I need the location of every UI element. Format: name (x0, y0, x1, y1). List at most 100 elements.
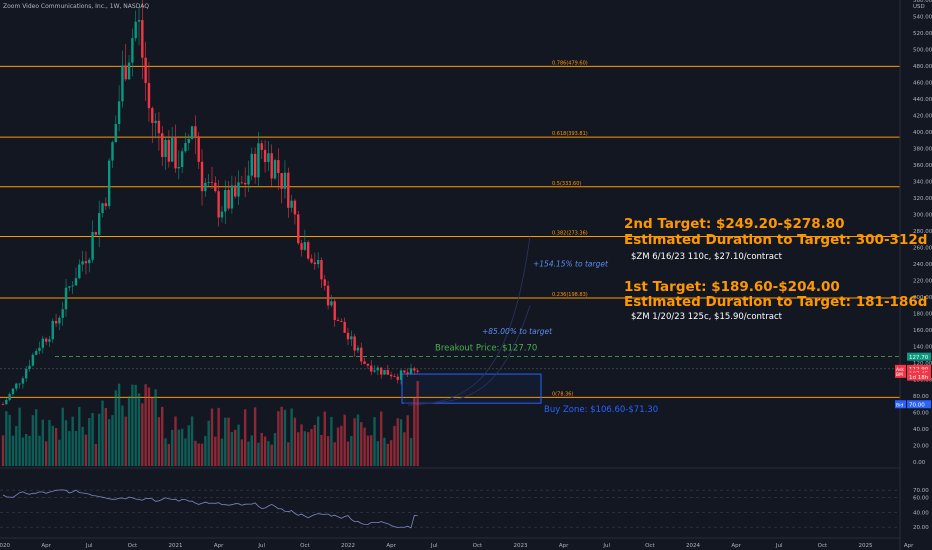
volume-bar (257, 442, 260, 466)
price-axis-tick: 540.00 (913, 15, 932, 21)
candle-body (81, 261, 84, 265)
price-axis-tick: 480.00 (913, 64, 932, 70)
volume-bar (253, 407, 257, 466)
candle-body (21, 378, 25, 384)
volume-bar (204, 435, 207, 466)
fib-label: 0(78.36) (552, 391, 573, 397)
volume-bar (270, 444, 273, 466)
volume-bar (88, 418, 91, 466)
time-axis-label: Oct (300, 543, 310, 549)
candle-body (393, 376, 396, 378)
volume-bar (406, 415, 409, 466)
fib-label: 0.786(479.60) (552, 60, 588, 66)
time-axis-label: Apr (386, 543, 396, 549)
volume-bar (293, 417, 297, 466)
price-axis-tick: 280.00 (913, 229, 932, 235)
price-axis-tick: 40.00 (913, 427, 929, 433)
candle-body (280, 173, 283, 189)
volume-bar (320, 434, 323, 466)
volume-bar (71, 416, 74, 466)
volume-bar (403, 432, 406, 466)
candle-body (363, 361, 366, 364)
volume-bar (283, 409, 287, 466)
volume-bar (210, 408, 214, 466)
candle-body (383, 370, 386, 375)
price-axis-tick: 340.00 (913, 180, 932, 186)
volume-bar (360, 422, 363, 466)
price-badge (907, 400, 931, 409)
candle-body (15, 383, 18, 389)
price-axis-tick: 0.00 (913, 460, 926, 466)
volume-bar (297, 432, 300, 466)
volume-bar (237, 424, 240, 466)
candle-body (297, 214, 300, 244)
volume-bar (376, 441, 380, 466)
price-axis-tick: 420.00 (913, 114, 932, 120)
candle-body (5, 399, 8, 405)
volume-bar (141, 403, 144, 466)
candle-body (224, 190, 227, 212)
candle-body (18, 383, 21, 385)
candle-body (71, 285, 74, 287)
price-axis-unit: USD (913, 4, 925, 10)
time-axis-label: Oct (818, 543, 828, 549)
candle-body (78, 264, 81, 279)
candle-body (240, 182, 244, 184)
projection-path-2 (407, 236, 531, 406)
time-axis-label: 2020 (0, 543, 10, 549)
ask-flag-text: BM (896, 372, 903, 378)
volume-bar (147, 387, 151, 466)
candle-body (177, 166, 181, 169)
candle-body (137, 20, 141, 22)
candle-body (267, 153, 270, 163)
candle-body (170, 136, 174, 162)
price-axis-tick: 400.00 (913, 130, 932, 136)
candle-body (144, 57, 147, 83)
candle-body (187, 138, 190, 143)
candle-body (34, 351, 38, 355)
price-badge (907, 364, 931, 373)
price-axis-tick: 460.00 (913, 81, 932, 87)
fib-label: 0.382(273.36) (552, 230, 588, 236)
volume-bar (54, 427, 58, 466)
time-axis-label: 2022 (341, 543, 355, 549)
volume-bar (124, 416, 127, 466)
volume-bar (154, 389, 157, 466)
volume-bar (157, 417, 161, 466)
price-axis-tick: 380.00 (913, 147, 932, 153)
price-axis-tick: 520.00 (913, 31, 932, 37)
candle-body (217, 191, 220, 218)
candle-body (227, 190, 230, 209)
candle-body (230, 185, 234, 209)
candle-body (257, 143, 260, 178)
volume-bar (197, 443, 200, 466)
volume-bar (277, 411, 280, 466)
candle-body (11, 388, 15, 395)
candle-body (247, 175, 250, 185)
candle-body (101, 203, 104, 214)
candle-body (310, 258, 313, 263)
volume-bar (58, 439, 61, 466)
volume-bar (114, 390, 117, 466)
candle-body (161, 133, 164, 157)
volume-bar (217, 407, 220, 466)
candle-body (91, 232, 94, 260)
volume-bar (134, 384, 137, 466)
candle-body (51, 320, 54, 340)
price-axis-tick: 440.00 (913, 97, 932, 103)
time-axis-label: Apr (41, 543, 51, 549)
candle-body (290, 200, 293, 208)
candle-body (323, 279, 326, 286)
candle-body (111, 142, 114, 161)
candle-body (263, 149, 267, 163)
volume-bar (94, 443, 98, 466)
volume-bar (11, 435, 15, 466)
volume-bar (174, 416, 177, 466)
time-axis-label: 2025 (859, 543, 873, 549)
candle-body (330, 301, 333, 306)
volume-bar (399, 419, 403, 466)
volume-bar (180, 428, 184, 466)
target2-title: 2nd Target: $249.20-$278.80 (624, 216, 845, 232)
candle-body (376, 367, 380, 371)
